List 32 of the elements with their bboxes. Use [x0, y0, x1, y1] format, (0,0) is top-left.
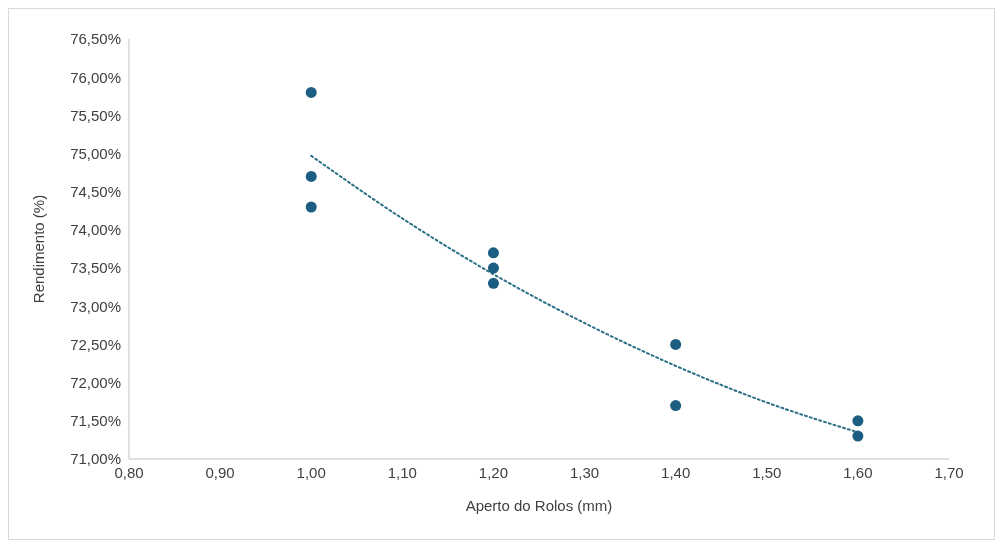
x-tick-label: 1,20 [478, 463, 509, 481]
x-tick-label: 1,10 [387, 463, 417, 481]
y-tick-label: 76,50% [70, 30, 121, 48]
point [487, 277, 499, 289]
x-axis-title: Aperto do Rolos (mm) [465, 497, 613, 514]
point [487, 247, 499, 259]
y-tick-label: 74,00% [70, 221, 121, 239]
point [670, 400, 682, 412]
x-tick-label: 1,60 [843, 463, 873, 481]
x-tick-label: 1,00 [296, 463, 326, 481]
x-tick-label: 0,90 [205, 463, 235, 481]
y-tick-label: 72,50% [70, 335, 121, 353]
point [305, 201, 317, 213]
point [487, 262, 499, 274]
point [852, 415, 864, 427]
x-tick-label: 1,40 [661, 463, 691, 481]
y-tick-label: 76,00% [70, 68, 121, 86]
y-tick-label: 74,50% [70, 183, 121, 201]
point [670, 338, 682, 350]
y-tick-label: 75,00% [70, 144, 121, 162]
x-tick-label: 1,70 [934, 463, 964, 481]
y-tick-label: 72,00% [70, 373, 121, 391]
x-tick-label: 1,30 [569, 463, 600, 481]
y-axis-title: Rendimento (%) [30, 194, 48, 304]
y-tick-label: 71,50% [70, 412, 121, 430]
y-tick-label: 73,00% [70, 297, 121, 315]
point [305, 170, 317, 182]
point [852, 430, 864, 442]
y-tick-label: 75,50% [70, 106, 121, 124]
x-tick-label: 1,50 [752, 463, 782, 481]
point [305, 86, 317, 98]
y-tick-label: 73,50% [70, 259, 121, 277]
